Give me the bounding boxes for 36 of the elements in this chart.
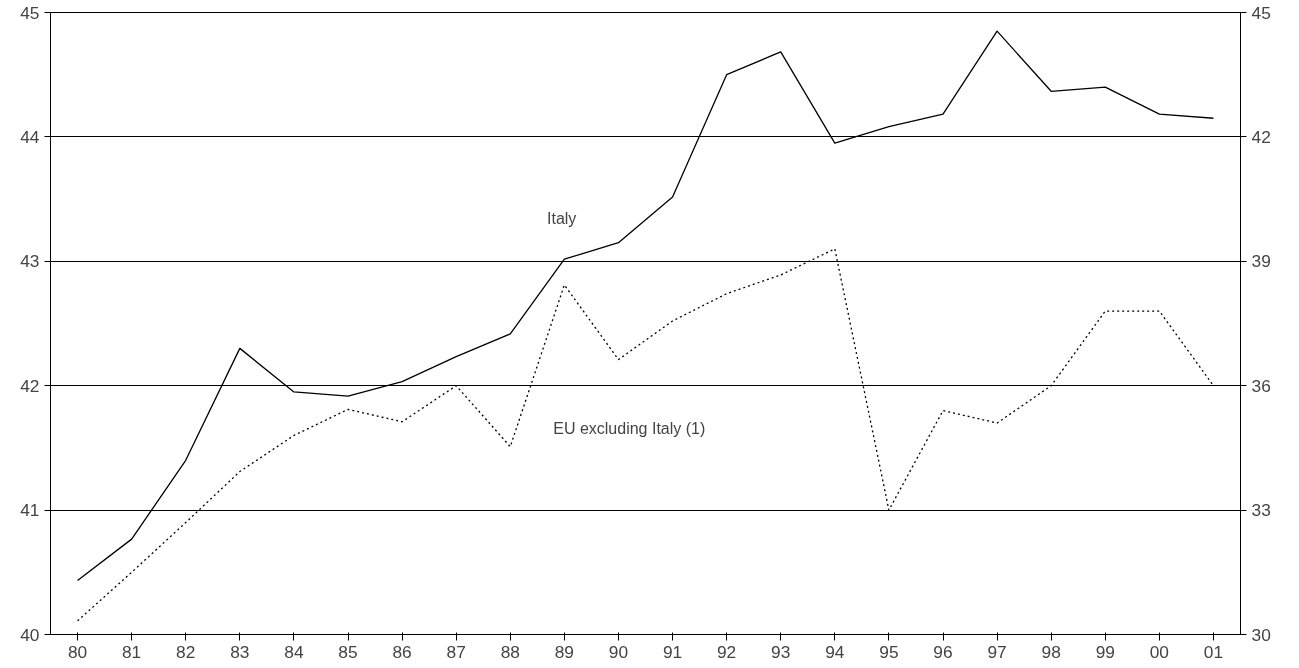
x-tick-label: 80 xyxy=(67,641,88,662)
x-tick-label: 82 xyxy=(176,641,196,662)
x-tick-label: 01 xyxy=(1203,641,1224,662)
x-tick-label: 84 xyxy=(284,641,304,662)
x-tick-label: 00 xyxy=(1149,641,1170,662)
x-tick-label: 96 xyxy=(933,641,953,662)
x-tick-label: 98 xyxy=(1041,641,1061,662)
x-tick-label: 97 xyxy=(987,641,1007,662)
x-tick-label: 89 xyxy=(554,641,575,662)
series-label: Italy xyxy=(546,209,577,227)
x-tick-label: 92 xyxy=(717,641,737,662)
x-tick-label: 87 xyxy=(446,641,466,662)
y-tick-label: 43 xyxy=(20,251,40,272)
x-tick-label: 91 xyxy=(662,641,683,662)
x-tick-label: 85 xyxy=(338,641,358,662)
x-tick-label: 86 xyxy=(392,641,412,662)
x-tick-label: 95 xyxy=(879,641,899,662)
y2-tick-label: 36 xyxy=(1251,375,1271,396)
x-tick-label: 93 xyxy=(771,641,791,662)
x-tick-label: 94 xyxy=(825,641,845,662)
y2-tick-label: 39 xyxy=(1251,251,1271,272)
x-tick-label: 88 xyxy=(500,641,520,662)
y-tick-label: 41 xyxy=(20,500,40,521)
y-tick-label: 45 xyxy=(20,2,40,23)
text: EU excluding Italy (1) xyxy=(553,419,706,437)
y-tick-label: 42 xyxy=(20,375,40,396)
x-tick-label: 83 xyxy=(230,641,250,662)
x-tick-label: 81 xyxy=(122,641,142,662)
y-tick-label: 44 xyxy=(20,126,40,147)
y2-tick-label: 42 xyxy=(1251,126,1271,147)
y2-tick-label: 30 xyxy=(1251,624,1271,645)
y2-tick-label: 45 xyxy=(1251,2,1271,23)
y-tick-label: 40 xyxy=(20,624,40,645)
y2-tick-label: 33 xyxy=(1251,500,1271,521)
x-tick-label: 99 xyxy=(1095,641,1115,662)
x-tick-label: 90 xyxy=(608,641,629,662)
